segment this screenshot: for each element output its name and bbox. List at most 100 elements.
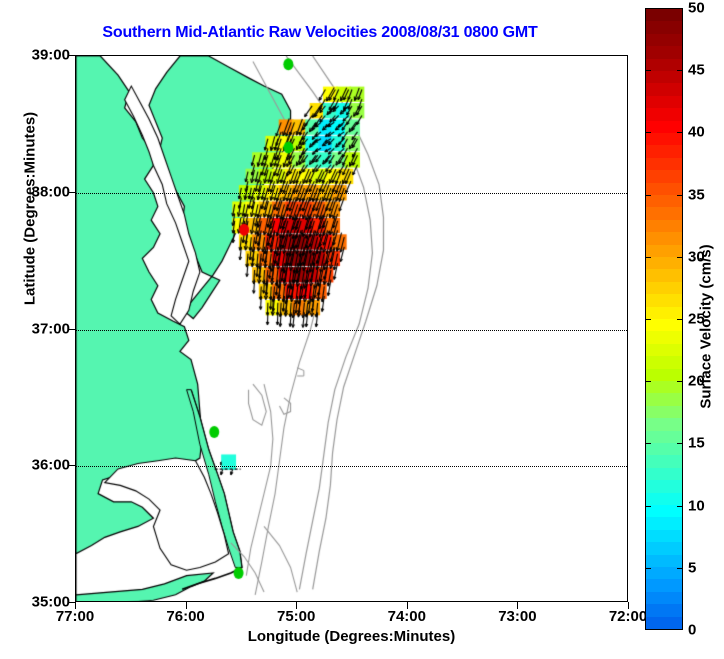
colorbar-band <box>646 230 682 245</box>
colorbar-band <box>646 540 682 555</box>
colorbar-tick-label: 20 <box>688 372 705 390</box>
x-axis-tick <box>517 602 519 609</box>
colorbar-tick <box>677 194 683 196</box>
colorbar-band <box>646 32 682 47</box>
colorbar-tick <box>677 567 683 569</box>
colorbar-band <box>646 69 682 84</box>
colorbar-label: Surface Velocity (cm/s) <box>697 244 715 409</box>
y-axis-tick <box>68 55 75 56</box>
colorbar-tick-label: 5 <box>688 559 697 577</box>
colorbar-band <box>646 143 682 158</box>
y-axis-tick <box>68 602 75 603</box>
colorbar-band <box>646 255 682 270</box>
map-plot-area[interactable] <box>75 55 628 602</box>
colorbar-band <box>646 379 682 394</box>
x-axis-tick-label: 77:00 <box>55 608 95 625</box>
colorbar-band <box>646 478 682 493</box>
y-axis-tick <box>68 465 75 467</box>
colorbar-band <box>646 441 682 456</box>
colorbar-band <box>646 317 682 332</box>
colorbar-band <box>646 354 682 369</box>
colorbar-band <box>646 119 682 133</box>
colorbar-band <box>646 453 682 468</box>
y-axis-label: Latitude (Degrees:Minutes) <box>21 111 39 306</box>
gridline-horizontal <box>76 466 627 468</box>
x-axis-tick <box>296 602 298 609</box>
colorbar-band <box>646 81 682 96</box>
colorbar-gradient <box>646 9 682 629</box>
x-axis-tick <box>75 602 76 609</box>
y-axis-tick-label: 39:00 <box>31 46 70 64</box>
gridline-horizontal <box>76 192 627 194</box>
colorbar-tick <box>677 443 683 445</box>
colorbar-band <box>646 577 682 592</box>
colorbar-band <box>646 553 682 567</box>
x-axis-tick-label: 74:00 <box>387 608 426 625</box>
colorbar-tick <box>677 70 683 72</box>
colorbar-band <box>646 292 682 307</box>
colorbar-band <box>646 94 682 109</box>
colorbar-band <box>646 602 682 617</box>
colorbar-tick-label: 45 <box>688 61 705 79</box>
y-axis-tick <box>68 191 75 193</box>
colorbar-tick <box>645 567 651 569</box>
colorbar-tick-label: 40 <box>688 123 705 141</box>
colorbar-band <box>646 19 682 34</box>
x-axis-tick <box>406 602 408 609</box>
colorbar-band <box>646 503 682 518</box>
colorbar-band <box>646 305 682 319</box>
colorbar-band <box>646 515 682 530</box>
colorbar-tick-label: 15 <box>688 434 705 452</box>
y-axis-tick-label: 37:00 <box>31 320 70 337</box>
colorbar-band <box>646 106 682 121</box>
x-axis-tick-label: 72:00 <box>608 608 648 625</box>
colorbar-tick <box>677 256 683 258</box>
colorbar-band <box>646 342 682 357</box>
colorbar-band <box>646 168 682 183</box>
y-axis-tick-label: 38:00 <box>31 183 70 201</box>
colorbar-tick <box>645 70 651 72</box>
colorbar-band <box>646 181 682 195</box>
colorbar-tick <box>677 319 683 320</box>
colorbar-tick-label: 10 <box>688 497 705 515</box>
colorbar-tick <box>645 256 651 258</box>
y-axis-tick <box>68 328 75 330</box>
colorbar[interactable] <box>645 8 683 630</box>
colorbar-band <box>646 9 682 22</box>
colorbar-tick <box>645 381 651 383</box>
x-axis-tick <box>628 602 629 609</box>
colorbar-band <box>646 57 682 71</box>
colorbar-band <box>646 590 682 605</box>
velocity-map-canvas[interactable] <box>76 56 627 601</box>
colorbar-band <box>646 205 682 220</box>
colorbar-band <box>646 391 682 406</box>
colorbar-band <box>646 404 682 419</box>
colorbar-band <box>646 329 682 344</box>
x-axis-tick-label: 73:00 <box>498 608 537 625</box>
colorbar-tick-label: 30 <box>688 248 705 266</box>
colorbar-band <box>646 367 682 381</box>
y-axis-tick-label: 36:00 <box>31 456 70 474</box>
x-axis-tick <box>185 602 187 609</box>
colorbar-tick <box>645 194 651 196</box>
colorbar-tick <box>677 132 683 134</box>
colorbar-tick-label: 50 <box>688 0 705 17</box>
colorbar-tick <box>677 505 683 507</box>
colorbar-tick <box>677 381 683 383</box>
x-axis-tick-label: 75:00 <box>277 608 316 625</box>
colorbar-tick <box>645 443 651 445</box>
y-axis-tick-label: 35:00 <box>31 593 70 611</box>
gridline-horizontal <box>76 329 627 331</box>
colorbar-tick <box>645 319 651 320</box>
colorbar-band <box>646 280 682 295</box>
colorbar-band <box>646 615 682 629</box>
colorbar-band <box>646 466 682 481</box>
x-axis-tick-label: 76:00 <box>166 608 205 625</box>
colorbar-band <box>646 44 682 59</box>
x-axis-label: Longitude (Degrees:Minutes) <box>247 628 456 645</box>
colorbar-band <box>646 156 682 171</box>
colorbar-tick <box>645 132 651 134</box>
colorbar-band <box>646 218 682 233</box>
colorbar-tick-label: 0 <box>688 621 697 639</box>
